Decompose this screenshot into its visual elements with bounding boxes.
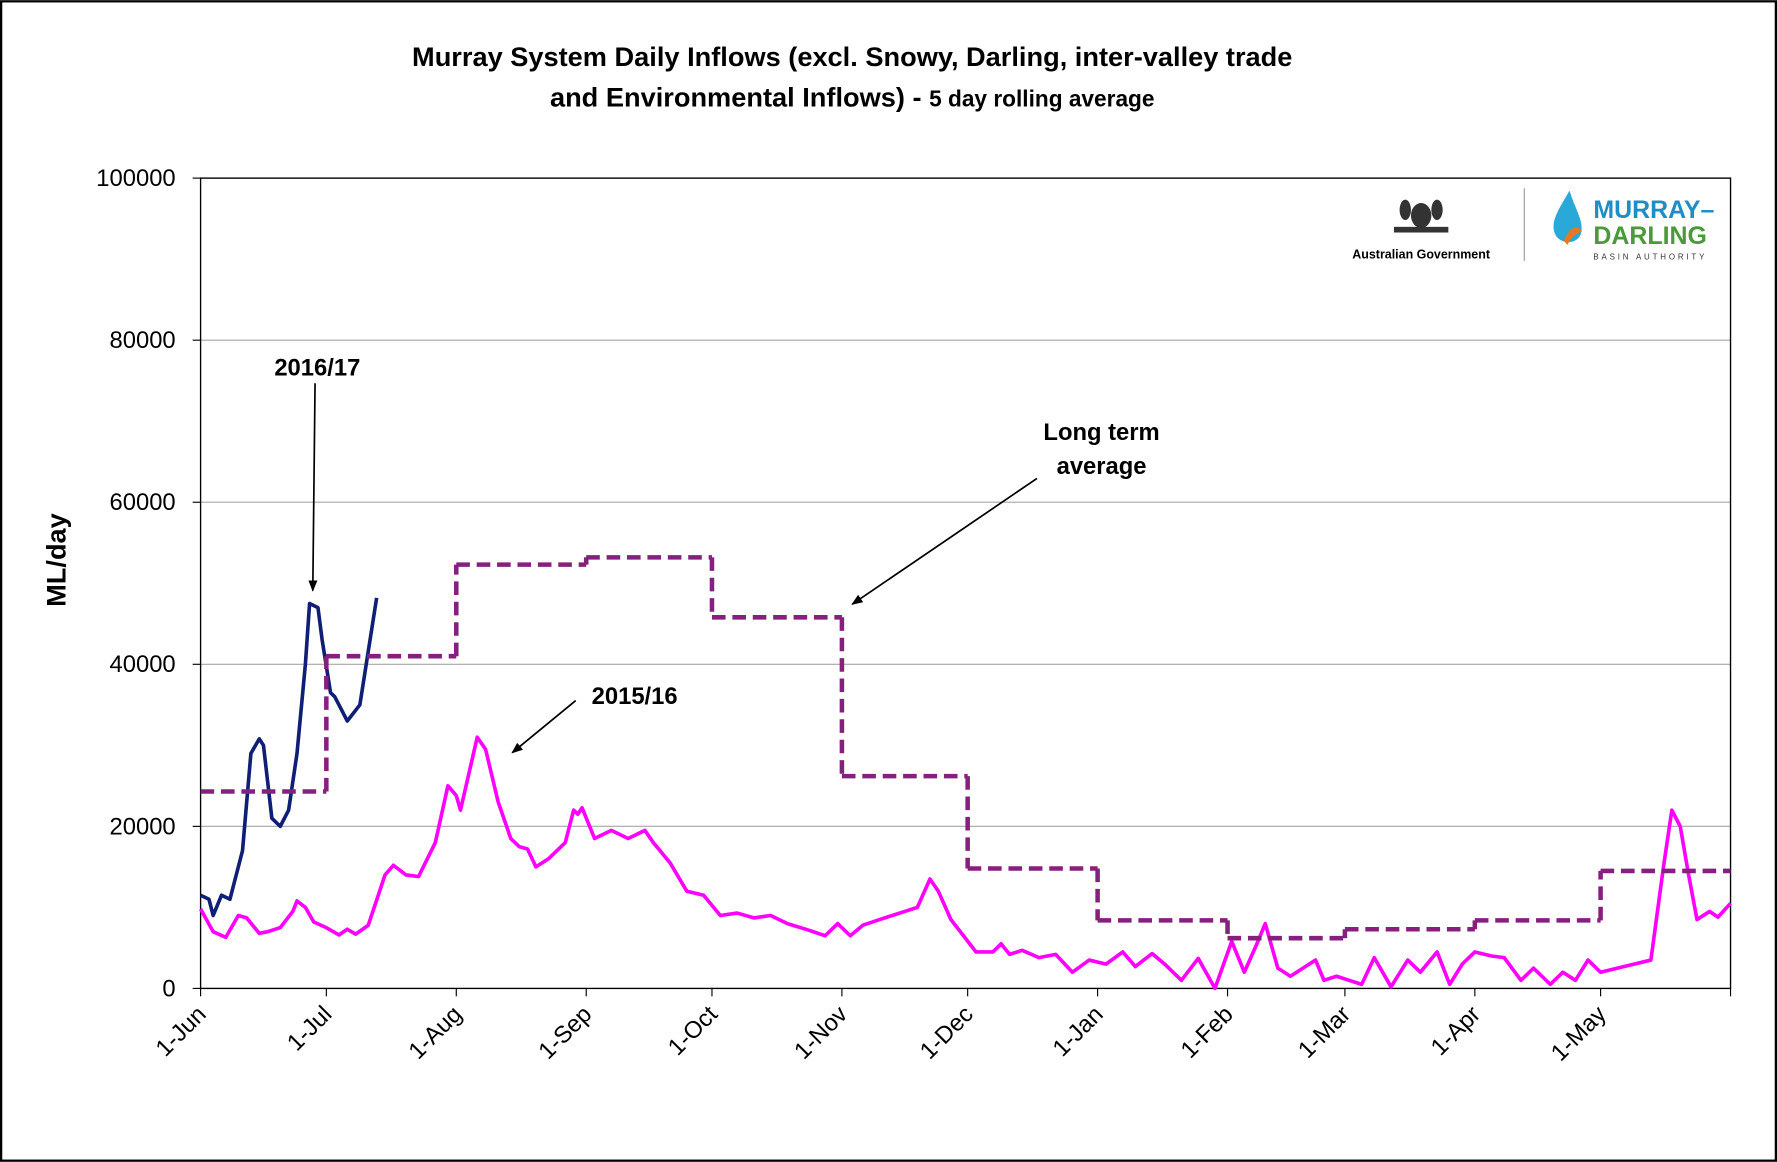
annotation: 2016/17 <box>274 354 360 381</box>
coat-of-arms <box>1393 199 1449 233</box>
y-axis-label: ML/day <box>41 513 72 607</box>
logos: Australian Government MURRAY– DARLING BA… <box>1352 188 1714 262</box>
logo-text: Australian Government <box>1352 248 1490 262</box>
annotation: Long term <box>1043 419 1159 446</box>
logo-drop-accent <box>1563 227 1583 245</box>
logo-text: DARLING <box>1593 222 1707 250</box>
logo-text: MURRAY– <box>1593 196 1714 224</box>
y-tick-label: 60000 <box>110 489 176 516</box>
chart-subtitle: 5 day rolling average <box>929 86 1154 112</box>
plot-area <box>199 177 1732 990</box>
chart-title: Murray System Daily Inflows (excl. Snowy… <box>412 41 1292 72</box>
annotation-arrow <box>851 477 1038 605</box>
y-tick-label: 80000 <box>110 327 176 354</box>
y-tick-label: 20000 <box>110 813 176 840</box>
series-line <box>199 597 379 918</box>
annotation: average <box>1057 453 1147 480</box>
y-tick-label: 0 <box>162 975 175 1002</box>
series-line <box>199 735 1732 991</box>
chart-title: and Environmental Inflows) - 5 day rolli… <box>550 82 1155 113</box>
logo-text: BASIN AUTHORITY <box>1593 253 1707 262</box>
annotation-arrow <box>511 699 577 754</box>
y-tick-label: 100000 <box>96 165 175 192</box>
chart-title: and Environmental Inflows) - <box>550 82 929 113</box>
y-tick-label: 40000 <box>110 651 176 678</box>
annotation: 2015/16 <box>592 683 678 710</box>
annotation-arrow <box>308 383 318 592</box>
